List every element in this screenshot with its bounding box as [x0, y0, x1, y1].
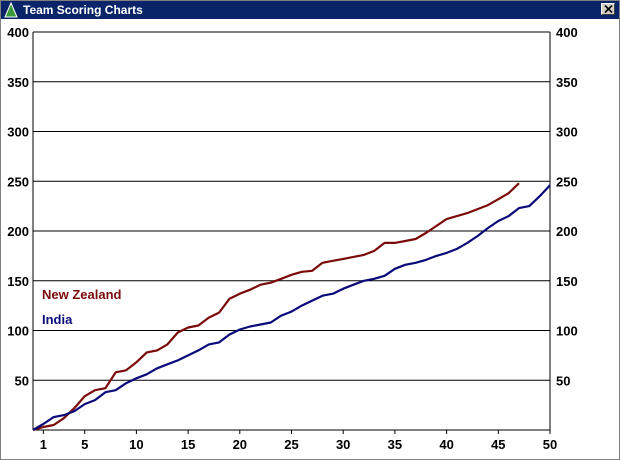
legend-entry-india: India: [42, 312, 73, 327]
y-tick-right-100: 100: [556, 324, 578, 339]
y-tick-left-200: 200: [7, 224, 29, 239]
window-title: Team Scoring Charts: [23, 3, 143, 17]
y-tick-left-100: 100: [7, 324, 29, 339]
y-tick-right-400: 400: [556, 25, 578, 40]
y-tick-left-150: 150: [7, 274, 29, 289]
y-tick-left-50: 50: [15, 373, 29, 388]
series-line-new-zealand: [32, 182, 520, 432]
y-tick-right-250: 250: [556, 174, 578, 189]
x-tick-1: 1: [40, 437, 47, 452]
x-tick-15: 15: [181, 437, 195, 452]
close-icon: [604, 5, 613, 13]
series-line-india: [32, 184, 551, 431]
x-tick-5: 5: [81, 437, 88, 452]
x-tick-30: 30: [336, 437, 350, 452]
y-tick-left-300: 300: [7, 125, 29, 140]
x-tick-45: 45: [491, 437, 505, 452]
x-tick-25: 25: [284, 437, 298, 452]
y-tick-left-250: 250: [7, 174, 29, 189]
y-tick-right-300: 300: [556, 125, 578, 140]
y-tick-right-50: 50: [556, 373, 570, 388]
y-tick-right-350: 350: [556, 75, 578, 90]
y-tick-right-150: 150: [556, 274, 578, 289]
x-tick-50: 50: [543, 437, 557, 452]
x-tick-35: 35: [388, 437, 402, 452]
title-bar[interactable]: Team Scoring Charts: [1, 1, 619, 19]
x-tick-40: 40: [439, 437, 453, 452]
x-tick-20: 20: [233, 437, 247, 452]
triangle-app-icon: [4, 2, 18, 18]
close-button[interactable]: [601, 3, 615, 15]
y-tick-right-200: 200: [556, 224, 578, 239]
legend-entry-new-zealand: New Zealand: [42, 287, 122, 302]
x-tick-10: 10: [129, 437, 143, 452]
scoring-chart: 5010015020025030035040050100150200250300…: [7, 25, 578, 452]
y-tick-left-400: 400: [7, 25, 29, 40]
y-tick-left-350: 350: [7, 75, 29, 90]
